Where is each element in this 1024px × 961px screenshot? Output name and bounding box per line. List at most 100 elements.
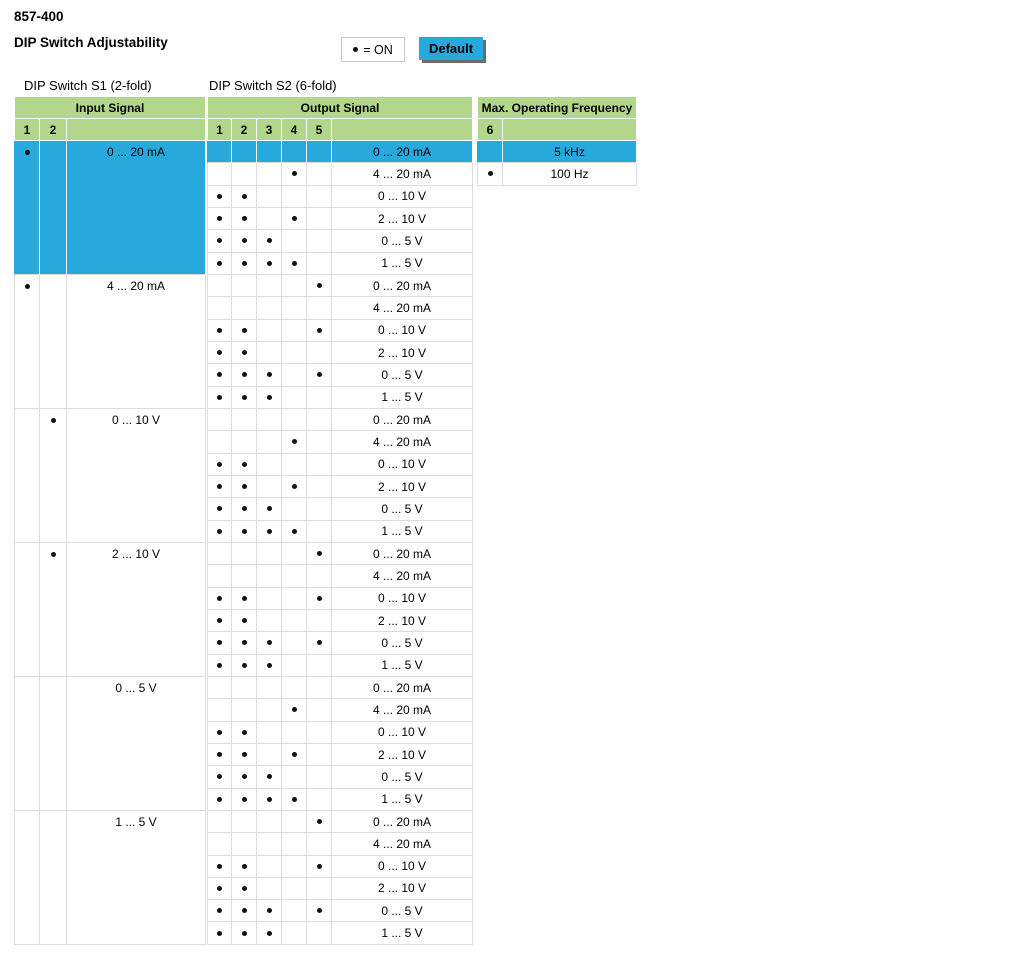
s2-column-header-4: 4	[282, 119, 307, 141]
output-signal-label: 1 ... 5 V	[332, 788, 473, 811]
on-dot-icon	[266, 238, 272, 244]
freq-switch-6-cell	[477, 141, 503, 164]
s2-switch-4-cell	[282, 900, 307, 923]
s2-switch-4-cell	[282, 498, 307, 521]
s2-switch-3-cell	[257, 654, 282, 677]
s2-switch-4-cell	[282, 163, 307, 186]
s2-switch-1-cell	[207, 520, 232, 543]
on-dot-icon	[241, 729, 247, 735]
s2-switch-2-cell	[232, 810, 257, 834]
s2-switch-5-cell	[307, 319, 332, 342]
on-dot-icon	[241, 863, 247, 869]
s2-switch-3-cell	[257, 475, 282, 499]
on-dot-icon	[217, 394, 222, 400]
input-signal-label: 2 ... 10 V	[111, 547, 161, 562]
s2-switch-5-cell	[307, 609, 332, 633]
input-signal-cell: 4 ... 20 mA	[67, 275, 206, 409]
output-signal-label: 0 ... 10 V	[332, 319, 473, 342]
output-signal-label: 1 ... 5 V	[332, 520, 473, 543]
on-dot-icon	[241, 506, 247, 512]
output-signal-label: 1 ... 5 V	[332, 654, 473, 677]
s2-switch-4-cell	[282, 788, 307, 811]
s2-switch-1-cell	[207, 207, 232, 231]
on-dot-icon	[241, 216, 247, 222]
input-signal-cell: 2 ... 10 V	[67, 543, 206, 677]
s2-switch-4-cell	[282, 386, 307, 409]
on-dot-icon	[316, 908, 322, 914]
s2-switch-2-cell	[232, 252, 257, 275]
s2-switch-5-cell	[307, 274, 332, 298]
s2-switch-3-cell	[257, 252, 282, 275]
s2-switch-2-cell	[232, 743, 257, 767]
s2-switch-2-cell	[232, 185, 257, 208]
output-signal-label: 0 ... 20 mA	[332, 274, 473, 298]
s2-switch-4-cell	[282, 207, 307, 231]
product-code: 857-400	[14, 9, 64, 24]
s2-switch-5-cell	[307, 833, 332, 856]
s2-switch-3-cell	[257, 810, 282, 834]
legend-on-label: = ON	[363, 42, 393, 57]
on-dot-icon	[241, 930, 247, 936]
on-dot-icon	[291, 484, 297, 490]
on-dot-icon	[241, 238, 247, 244]
s2-switch-1-cell	[207, 297, 232, 320]
output-signal-label: 2 ... 10 V	[332, 207, 473, 231]
s1-switch-2-state	[40, 811, 66, 833]
s2-switch-2-cell	[232, 520, 257, 543]
freq-column-header-6: 6	[477, 119, 503, 141]
output-signal-label: 4 ... 20 mA	[332, 431, 473, 454]
output-signal-label: 0 ... 20 mA	[332, 408, 473, 432]
s2-switch-4-cell	[282, 766, 307, 789]
output-signal-label: 2 ... 10 V	[332, 743, 473, 767]
s2-switch-5-cell	[307, 386, 332, 409]
s2-switch-3-cell	[257, 900, 282, 923]
on-dot-icon	[24, 149, 30, 155]
s2-switch-5-cell	[307, 900, 332, 923]
output-signal-table: Output Signal 1 2 3 4 5 0 ... 20 mA 4 ... 20 mA…	[207, 97, 473, 945]
s2-switch-1-cell	[207, 542, 232, 566]
s1-switch-2-state	[40, 677, 66, 699]
s2-switch-4-cell	[282, 609, 307, 633]
s2-switch-3-cell	[257, 297, 282, 320]
on-dot-icon	[217, 752, 222, 758]
input-signal-table: Input Signal 1 2 0 ... 20 mA 4 ... 20 mA 0 ..…	[14, 97, 206, 945]
output-signal-label: 0 ... 5 V	[332, 900, 473, 923]
s2-switch-2-cell	[232, 900, 257, 923]
output-signal-label: 4 ... 20 mA	[332, 565, 473, 588]
s2-switch-2-cell	[232, 364, 257, 387]
s2-switch-5-cell	[307, 520, 332, 543]
on-dot-icon	[241, 618, 247, 624]
s2-switch-3-cell	[257, 699, 282, 722]
s1-switch-1-cell	[14, 677, 40, 811]
output-signal-label: 0 ... 5 V	[332, 632, 473, 655]
legend-on-box: = ON	[341, 37, 405, 62]
s2-switch-2-cell	[232, 565, 257, 588]
s2-switch-3-cell	[257, 766, 282, 789]
s2-switch-2-cell	[232, 141, 257, 164]
s2-switch-2-cell	[232, 408, 257, 432]
s1-column-header-2: 2	[40, 119, 67, 141]
s2-switch-5-cell	[307, 207, 332, 231]
output-signal-label: 0 ... 10 V	[332, 587, 473, 610]
s2-switch-5-cell	[307, 565, 332, 588]
s2-switch-3-cell	[257, 721, 282, 744]
s2-switch-2-cell	[232, 431, 257, 454]
s1-table-title: DIP Switch S1 (2-fold)	[24, 78, 152, 93]
on-dot-icon	[487, 171, 493, 177]
output-signal-label: 0 ... 10 V	[332, 855, 473, 878]
s1-switch-1-cell	[14, 811, 40, 945]
s2-switch-3-cell	[257, 565, 282, 588]
s2-switch-4-cell	[282, 855, 307, 878]
input-signal-cell: 0 ... 20 mA	[67, 141, 206, 275]
s2-switch-1-cell	[207, 565, 232, 588]
on-dot-icon	[353, 47, 359, 52]
s2-switch-1-cell	[207, 676, 232, 700]
s2-switch-4-cell	[282, 431, 307, 454]
s2-switch-5-cell	[307, 922, 332, 945]
s2-switch-4-cell	[282, 565, 307, 588]
s2-switch-2-cell	[232, 699, 257, 722]
s2-switch-4-cell	[282, 542, 307, 566]
s2-switch-4-cell	[282, 319, 307, 342]
s2-switch-1-cell	[207, 922, 232, 945]
on-dot-icon	[217, 796, 222, 802]
